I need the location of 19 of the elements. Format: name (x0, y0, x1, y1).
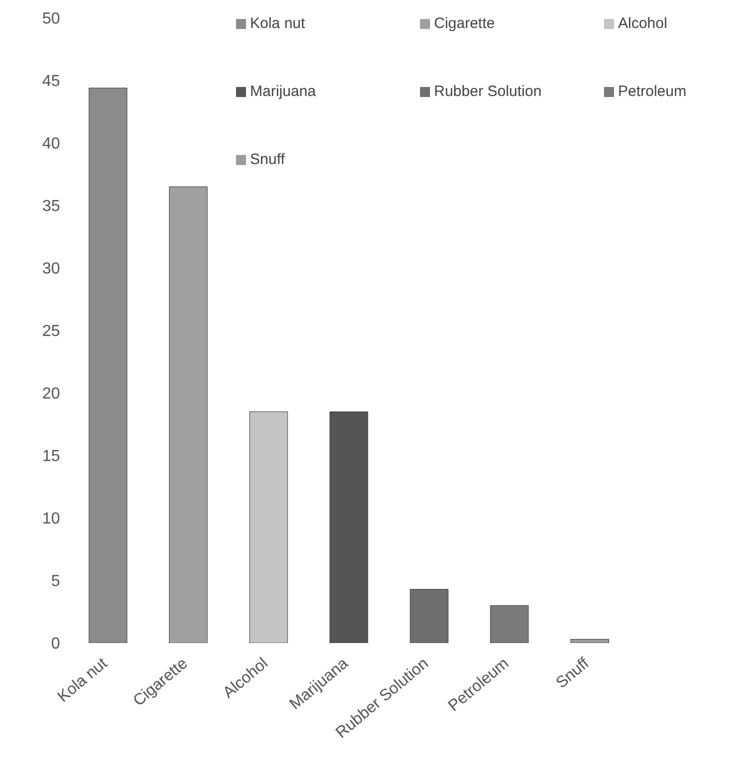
y-tick-label: 10 (42, 510, 60, 528)
legend-label: Kola nut (250, 14, 306, 34)
legend-label: Rubber Solution (434, 82, 543, 102)
y-tick-label: 30 (42, 260, 60, 278)
y-tick-label: 5 (51, 573, 60, 590)
y-tick-label: 15 (42, 448, 60, 466)
y-tick-label: 50 (42, 10, 60, 28)
legend-label: Alcohol (618, 14, 668, 34)
legend-label: Snuff (250, 150, 286, 170)
y-tick-label: 25 (42, 323, 60, 340)
y-tick-label: 40 (42, 136, 60, 153)
y-tick-label: 35 (42, 198, 60, 216)
y-tick-label: 20 (42, 386, 60, 403)
y-tick-label: 0 (51, 636, 60, 653)
legend-label: Petroleum (618, 82, 688, 102)
legend-label: Marijuana (250, 82, 317, 102)
x-tick-label: Kola nut (54, 654, 112, 706)
legend-label: Cigarette (434, 14, 496, 34)
y-tick-label: 45 (42, 73, 60, 90)
